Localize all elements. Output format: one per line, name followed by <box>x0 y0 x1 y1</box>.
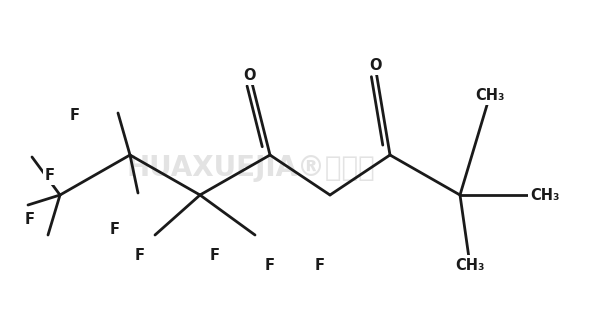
Text: CH₃: CH₃ <box>475 87 505 102</box>
Text: F: F <box>135 248 145 262</box>
Text: CH₃: CH₃ <box>455 257 485 272</box>
Text: F: F <box>110 222 120 238</box>
Text: F: F <box>210 248 220 262</box>
Text: F: F <box>265 257 275 272</box>
Text: F: F <box>45 168 55 182</box>
Text: F: F <box>25 212 35 227</box>
Text: F: F <box>70 108 80 123</box>
Text: O: O <box>369 57 381 73</box>
Text: CH₃: CH₃ <box>530 187 560 203</box>
Text: HUAXUEJIA®化学加: HUAXUEJIA®化学加 <box>126 154 375 182</box>
Text: F: F <box>315 257 325 272</box>
Text: O: O <box>244 68 256 83</box>
